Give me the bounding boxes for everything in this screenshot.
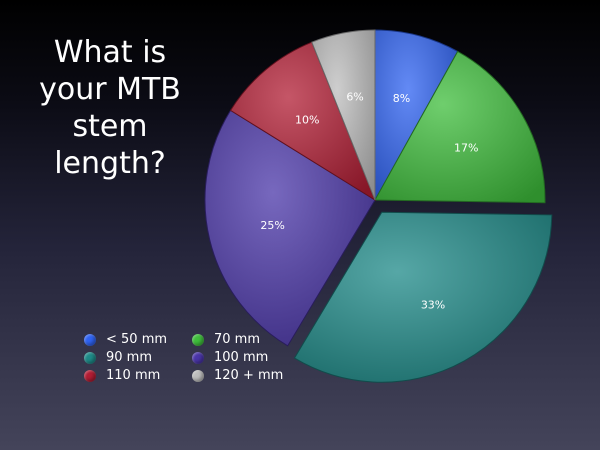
legend-swatch xyxy=(84,333,96,346)
slice-data-label: 10% xyxy=(295,113,319,126)
legend-swatch xyxy=(192,333,204,346)
legend-item: 110 mm xyxy=(84,368,192,383)
legend-label: < 50 mm xyxy=(106,332,168,347)
legend-label: 90 mm xyxy=(106,350,153,365)
legend: < 50 mm 70 mm 90 mm 100 mm 110 mm 120 + mm xyxy=(84,332,302,383)
legend-swatch xyxy=(84,351,96,364)
slice-data-label: 8% xyxy=(393,92,410,105)
title-line: stem xyxy=(72,109,148,144)
legend-item: < 50 mm xyxy=(84,332,192,347)
legend-item: 90 mm xyxy=(84,350,192,365)
title-line: your MTB xyxy=(39,72,181,107)
legend-label: 100 mm xyxy=(214,350,269,365)
pie-slice-110-mm xyxy=(229,41,377,202)
slice-data-label: 33% xyxy=(421,298,445,311)
slice-data-label: 25% xyxy=(260,219,284,232)
pie-slice-90-mm xyxy=(293,211,553,383)
title-line: What is xyxy=(53,35,167,70)
legend-item: 120 + mm xyxy=(192,368,302,383)
slice-data-label: 17% xyxy=(454,141,478,154)
legend-swatch xyxy=(84,369,96,382)
legend-swatch xyxy=(192,351,204,364)
slice-data-label: 6% xyxy=(346,91,363,104)
pie-slices xyxy=(204,29,553,383)
title-line: length? xyxy=(54,146,166,181)
legend-swatch xyxy=(192,369,204,382)
legend-label: 70 mm xyxy=(214,332,261,347)
legend-item: 100 mm xyxy=(192,350,302,365)
pie-slice-100-mm xyxy=(204,109,376,347)
pie-slice-120-mm xyxy=(311,29,376,201)
pie-slice-70-mm xyxy=(374,50,546,204)
legend-item: 70 mm xyxy=(192,332,302,347)
chart-title: What is your MTB stem length? xyxy=(20,34,200,182)
legend-label: 120 + mm xyxy=(214,368,284,383)
pie-labels: 8% 17% 33% 25% 10% 6% xyxy=(260,91,478,312)
legend-label: 110 mm xyxy=(106,368,161,383)
